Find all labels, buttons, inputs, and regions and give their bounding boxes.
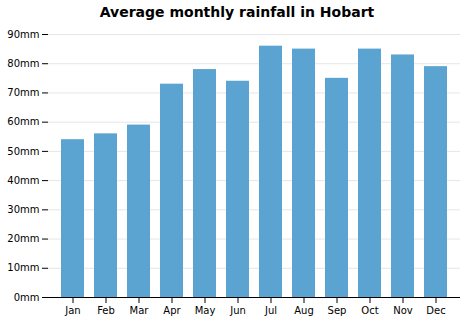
svg-text:80mm: 80mm [7,58,39,69]
svg-text:30mm: 30mm [7,204,39,215]
svg-text:0mm: 0mm [14,292,40,303]
svg-text:40mm: 40mm [7,175,39,186]
svg-text:Sep: Sep [328,305,347,316]
svg-text:Jul: Jul [264,305,277,316]
svg-text:10mm: 10mm [7,262,39,273]
svg-text:Aug: Aug [294,305,314,316]
svg-text:70mm: 70mm [7,87,39,98]
svg-text:Apr: Apr [163,305,181,316]
svg-text:Oct: Oct [361,305,378,316]
svg-text:Jun: Jun [229,305,246,316]
svg-text:Mar: Mar [130,305,150,316]
svg-text:Dec: Dec [426,305,445,316]
svg-text:May: May [195,305,216,316]
svg-text:90mm: 90mm [7,29,39,40]
svg-text:Feb: Feb [97,305,115,316]
svg-text:Jan: Jan [64,305,80,316]
svg-text:60mm: 60mm [7,116,39,127]
html-text:Average monthly rainfall in Ho: Average monthly rainfall in Hobart [99,4,375,20]
svg-text:50mm: 50mm [7,146,39,157]
svg-text:20mm: 20mm [7,233,39,244]
svg-text:Nov: Nov [393,305,413,316]
